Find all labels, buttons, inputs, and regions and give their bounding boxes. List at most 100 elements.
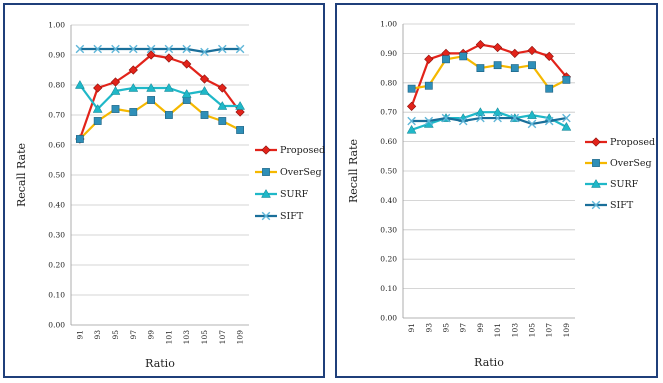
- legend-marker: [261, 188, 271, 198]
- legend-label: Proposed: [610, 137, 655, 148]
- data-point: [510, 48, 520, 59]
- data-point: [493, 113, 502, 123]
- legend-entry-surf: SURF: [255, 188, 309, 200]
- data-point: [164, 44, 174, 54]
- legend-label: OverSeg: [610, 158, 652, 169]
- data-point: [128, 82, 139, 92]
- x-tick-label: 107: [545, 323, 554, 338]
- y-tick-label: 0.70: [48, 111, 65, 120]
- data-point: [218, 44, 227, 54]
- data-point: [217, 100, 228, 110]
- y-tick-label: 0.40: [380, 196, 397, 205]
- y-tick-label: 0.30: [48, 231, 65, 240]
- legend-entry-overseg: OverSeg: [255, 167, 322, 178]
- data-point: [424, 54, 434, 64]
- recall-rate-chart-right: 0.00 0.10 0.20 0.30 0.40 0.50 0.60 0.70 0.80 0.90…: [347, 20, 655, 370]
- data-point: [199, 74, 210, 84]
- recall-rate-chart-left: 0.00 0.10 0.20 0.30 0.40 0.50 0.60 0.70 0.80 0.90…: [15, 21, 325, 371]
- series-surf: [74, 79, 246, 113]
- data-point: [128, 65, 138, 75]
- x-tick-label: 109: [562, 323, 571, 338]
- data-point: [476, 64, 485, 72]
- y-tick-label: 0.60: [380, 137, 397, 146]
- data-point: [406, 124, 417, 134]
- x-axis-title: Ratio: [145, 357, 175, 370]
- data-point: [527, 119, 537, 129]
- y-tick-label: 0.90: [48, 51, 65, 60]
- legend-entry-surf: SURF: [585, 178, 639, 190]
- data-point: [492, 107, 503, 116]
- x-tick-label: 101: [493, 323, 502, 337]
- data-point: [200, 47, 209, 57]
- data-point: [527, 45, 537, 56]
- series-sift: [407, 113, 571, 129]
- y-tick-label: 0.60: [48, 141, 65, 150]
- data-point: [562, 75, 571, 84]
- data-point: [441, 113, 451, 123]
- data-point: [475, 39, 486, 50]
- legend-marker: [591, 200, 601, 210]
- data-point: [235, 100, 246, 110]
- x-tick-label: 101: [164, 330, 173, 344]
- data-point: [424, 81, 433, 90]
- x-axis-title: Ratio: [474, 356, 504, 369]
- series-line: [79, 47, 241, 54]
- data-point: [527, 110, 537, 119]
- data-point: [407, 116, 416, 126]
- legend-entry-sift: SIFT: [585, 200, 634, 211]
- legend-marker: [262, 168, 270, 176]
- series-overseg: [407, 52, 571, 93]
- data-point: [218, 117, 227, 125]
- legend-label: SIFT: [280, 211, 304, 222]
- data-point: [492, 42, 503, 53]
- data-point: [544, 51, 554, 61]
- y-tick-label: 0.20: [48, 261, 65, 270]
- data-point: [528, 61, 536, 70]
- data-point: [93, 83, 103, 93]
- x-tick-label: 97: [459, 323, 468, 333]
- data-point: [442, 55, 450, 64]
- data-point: [475, 107, 486, 116]
- series-line: [410, 43, 568, 107]
- data-point: [458, 116, 468, 126]
- data-point: [76, 135, 84, 143]
- data-point: [235, 107, 245, 117]
- y-tick-label: 0.50: [380, 167, 397, 176]
- y-tick-label: 1.00: [380, 20, 397, 29]
- data-point: [92, 103, 103, 113]
- x-tick-label: 99: [147, 330, 156, 340]
- y-axis-title: Recall Rate: [15, 143, 28, 207]
- data-point: [147, 96, 155, 104]
- data-point: [182, 44, 191, 54]
- y-tick-label: 0.10: [380, 284, 397, 293]
- data-point: [476, 113, 485, 123]
- series-line: [79, 84, 241, 111]
- data-point: [129, 44, 138, 54]
- data-point: [146, 82, 157, 92]
- series-line: [411, 55, 567, 90]
- data-point: [459, 52, 468, 61]
- series-line: [411, 116, 567, 126]
- y-tick-label: 0.50: [48, 171, 65, 180]
- y-tick-label: 0.40: [48, 201, 65, 210]
- data-point: [111, 105, 120, 113]
- series-proposed: [75, 50, 245, 144]
- legend-entry-overseg: OverSeg: [585, 158, 652, 169]
- legend-label: SURF: [280, 189, 309, 200]
- data-point: [235, 44, 245, 54]
- data-point: [93, 44, 102, 54]
- legend-marker: [591, 137, 601, 147]
- data-point: [165, 111, 173, 119]
- legend-marker: [592, 159, 600, 167]
- data-point: [200, 111, 209, 119]
- data-point: [561, 121, 572, 131]
- data-point: [181, 88, 192, 98]
- legend-label: OverSeg: [280, 167, 322, 178]
- y-tick-label: 0.00: [380, 314, 397, 323]
- series-line: [411, 111, 567, 131]
- data-point: [406, 101, 417, 111]
- series-overseg: [76, 96, 244, 143]
- x-tick-label: 95: [442, 323, 451, 333]
- y-tick-label: 1.00: [48, 21, 65, 30]
- x-tick-label: 103: [510, 323, 519, 338]
